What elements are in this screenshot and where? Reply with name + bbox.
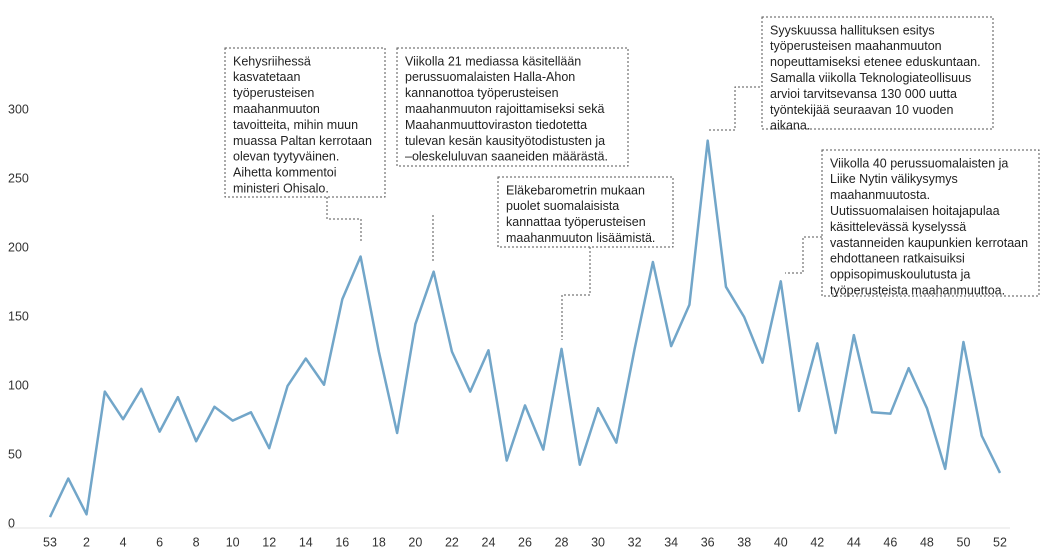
x-tick-label: 30 <box>591 535 605 549</box>
x-tick-label: 8 <box>193 535 200 549</box>
y-tick-label: 100 <box>8 378 29 392</box>
x-tick-label: 46 <box>883 535 897 549</box>
annotation-text: arvioi tarvitsevansa 130 000 uutta <box>770 87 957 101</box>
x-tick-label: 10 <box>226 535 240 549</box>
annotation-text: Liike Nytin välikysymys <box>830 172 958 186</box>
x-tick-label: 48 <box>920 535 934 549</box>
annotation-text: maahanmuuton <box>233 102 320 116</box>
x-tick-label: 6 <box>156 535 163 549</box>
annotation-text: työperusteisen maahanmuuton <box>770 39 942 53</box>
x-tick-label: 36 <box>701 535 715 549</box>
annotation-text: Uutissuomalaisen hoitajapulaa <box>830 204 1000 218</box>
x-tick-label: 16 <box>335 535 349 549</box>
x-tick-label: 20 <box>408 535 422 549</box>
x-tick-label: 44 <box>847 535 861 549</box>
annotation-text: nopeuttamiseksi etenee eduskuntaan. <box>770 55 981 69</box>
annotations: Kehysriihessä kasvatetaan työperusteisen ma… <box>224 16 1040 340</box>
annotation-box <box>224 47 386 198</box>
annotation-connector <box>708 86 760 131</box>
x-tick-label: 42 <box>810 535 824 549</box>
x-tick-label: 34 <box>664 535 678 549</box>
x-tick-label: 50 <box>957 535 971 549</box>
x-tick-label: 24 <box>482 535 496 549</box>
annotation-text: Maahanmuuttoviraston tiedotetta <box>405 118 587 132</box>
y-tick-label: 250 <box>8 172 29 186</box>
annotation-connector <box>785 236 822 274</box>
annotation-text: ehdottaneen ratkaisuiksi <box>830 252 965 266</box>
x-tick-label: 38 <box>737 535 751 549</box>
annotation-text: Aihetta kommentoi <box>233 166 337 180</box>
x-tick-label: 26 <box>518 535 532 549</box>
annotation-text: Eläkebarometrin mukaan <box>506 183 645 197</box>
annotation-text: aikana. <box>770 119 810 133</box>
annotation-text: oppisopimuskoulutusta ja <box>830 268 970 282</box>
y-tick-label: 50 <box>8 447 22 461</box>
y-tick-label: 200 <box>8 241 29 255</box>
annotation-text: ministeri Ohisalo. <box>233 181 329 195</box>
annotation-text: tavoitteita, mihin muun <box>233 118 358 132</box>
annotation-text: puolet suomalaisista <box>506 199 619 213</box>
annotation-text: käsittelevässä kyselyssä <box>830 220 966 234</box>
annotation-connector <box>326 197 362 243</box>
x-tick-label: 4 <box>120 535 127 549</box>
annotation-text: olevan tyytyväinen. <box>233 150 339 164</box>
x-tick-label: 52 <box>993 535 1007 549</box>
annotation-text: muassa Paltan kerrotaan <box>233 134 372 148</box>
annotation-text: Syyskuussa hallituksen esitys <box>770 23 935 37</box>
x-tick-label: 2 <box>83 535 90 549</box>
annotation-box <box>396 47 629 167</box>
annotation-text: maahanmuuton rajoittamiseksi sekä <box>405 102 604 116</box>
x-tick-label: 22 <box>445 535 459 549</box>
x-tick-label: 32 <box>628 535 642 549</box>
annotation-text: Viikolla 40 perussuomalaisten ja <box>830 156 1008 170</box>
x-tick-label: 53 <box>43 535 57 549</box>
annotation-box <box>821 149 1040 297</box>
annotation-text: maahanmuutosta. <box>830 188 930 202</box>
annotation-connector <box>561 247 591 340</box>
y-tick-label: 150 <box>8 309 29 323</box>
data-line <box>48 139 1002 518</box>
annotation-text: työntekijää seuraavan 10 vuoden <box>770 103 954 117</box>
annotation-text: työperusteista maahanmuuttoa. <box>830 283 1005 297</box>
annotation-text: kannanottoa työperusteisen <box>405 86 559 100</box>
annotation-box <box>761 16 994 130</box>
annotation-text: Kehysriihessä <box>233 54 311 68</box>
x-tick-label: 28 <box>555 535 569 549</box>
annotation-text: tulevan kesän kausityötodistusten ja <box>405 134 605 148</box>
annotation-text: maahanmuuton lisäämistä. <box>506 231 655 245</box>
annotation-text: vastanneiden kaupunkien kerrotaan <box>830 236 1028 250</box>
y-tick-label: 0 <box>8 516 15 530</box>
annotation-text: perussuomalaisten Halla-Ahon <box>405 70 575 84</box>
x-tick-label: 18 <box>372 535 386 549</box>
annotation-text: työperusteisen <box>233 86 314 100</box>
y-tick-label: 300 <box>8 103 29 117</box>
annotation-text: kannattaa työperusteisen <box>506 215 646 229</box>
annotation-text: kasvatetaan <box>233 70 300 84</box>
x-tick-label: 14 <box>299 535 313 549</box>
annotation-text: Samalla viikolla Teknologiateollisuus <box>770 71 971 85</box>
annotation-text: Viikolla 21 mediassa käsitellään <box>405 54 581 68</box>
annotation-box <box>497 176 674 248</box>
annotation-text: –oleskeluluvan saaneiden määrästä. <box>405 150 608 164</box>
x-tick-label: 40 <box>774 535 788 549</box>
x-tick-label: 12 <box>262 535 276 549</box>
